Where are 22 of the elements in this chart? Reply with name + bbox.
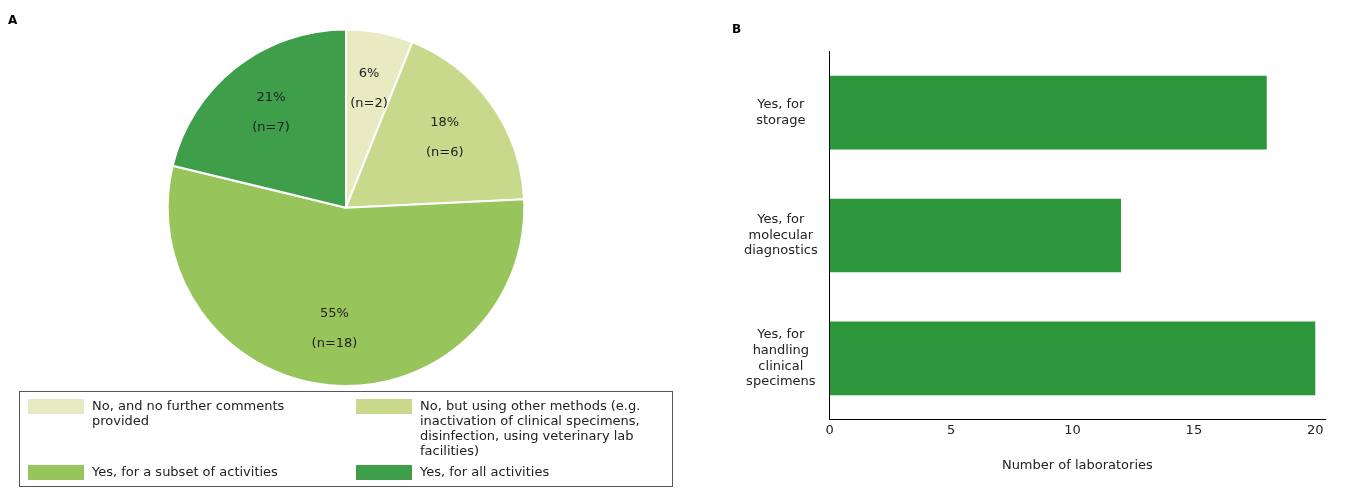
bar (829, 321, 1316, 396)
legend-label: Yes, for a subset of activities (92, 464, 278, 479)
x-tick-label: 15 (1185, 421, 1203, 437)
data-label: 55% (n=18) (311, 304, 358, 350)
chart-title: A (8, 13, 18, 28)
y-tick-label: Yes, for storage (756, 96, 806, 127)
legend-label: Yes, for all activities (420, 464, 550, 479)
data-label: 18% (n=6) (425, 113, 464, 159)
chart-title: B (732, 22, 742, 37)
x-tick-label: 5 (946, 421, 956, 437)
y-tick-label: Yes, for handling clinical specimens (746, 326, 816, 389)
data-label: 6% (n=2) (350, 65, 388, 111)
bar (829, 198, 1122, 273)
x-tick-label: 10 (1064, 421, 1081, 437)
y-tick-label: Yes, for molecular diagnostics (743, 211, 818, 258)
x-axis-title: Number of laboratories (1001, 456, 1154, 472)
legend-label: No, and no further comments provided (92, 398, 286, 428)
bar (829, 75, 1267, 150)
data-label: 21% (n=7) (252, 88, 290, 134)
x-tick-label: 20 (1307, 421, 1324, 437)
x-tick-label: 0 (825, 421, 834, 437)
legend-label: No, but using other methods (e.g. inactivation of clinical specimens, disinfection, using veterinary lab facilities) (420, 398, 642, 458)
